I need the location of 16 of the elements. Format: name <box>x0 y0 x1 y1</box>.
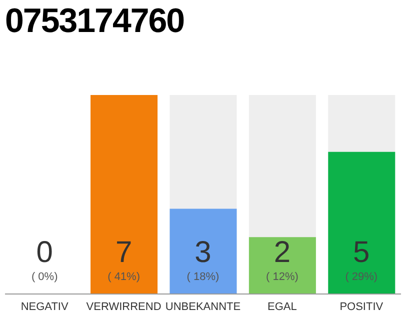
x-tick-label: POSITIV <box>340 300 384 313</box>
chart-title: 0753174760 <box>5 2 184 41</box>
x-tick-label: EGAL <box>268 300 297 313</box>
annotation: ( 18%) <box>186 271 220 283</box>
data-label: 3 <box>194 236 212 269</box>
data-label: 2 <box>274 236 291 269</box>
annotation: ( 12%) <box>266 271 298 283</box>
data-label: 7 <box>115 236 132 269</box>
annotation: ( 41%) <box>108 271 140 283</box>
x-tick-label: UNBEKANNTE <box>165 300 241 313</box>
annotation: ( 29%) <box>345 271 378 283</box>
x-tick-label: NEGATIV <box>20 300 69 313</box>
x-tick-label: VERWIRREND <box>86 300 162 313</box>
data-label: 5 <box>353 236 370 269</box>
annotation: ( 0%) <box>31 271 58 283</box>
data-label: 0 <box>36 236 53 269</box>
